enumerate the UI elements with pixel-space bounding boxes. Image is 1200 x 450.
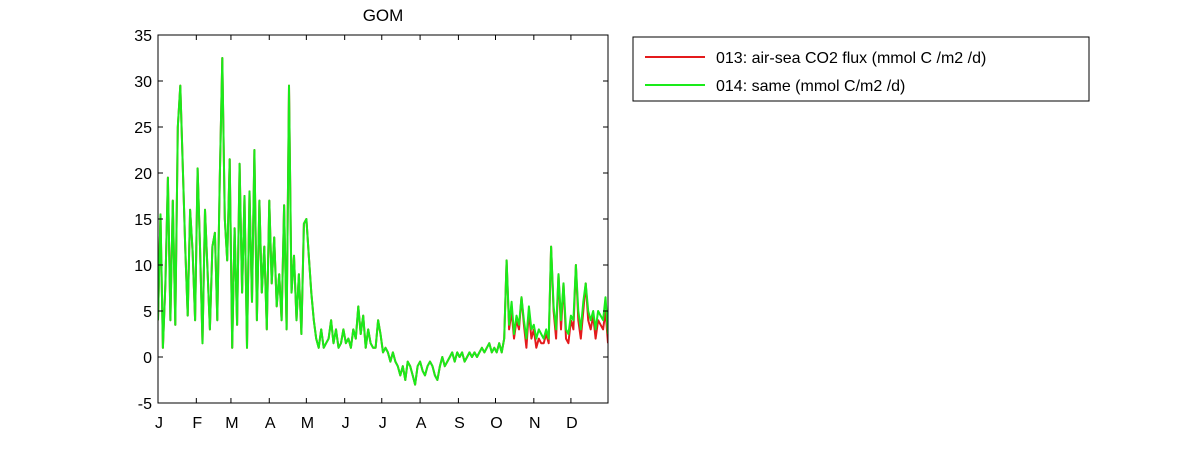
x-tick-label: O xyxy=(490,415,502,432)
y-tick-label: 30 xyxy=(134,74,152,91)
plot-area: -5 0 5 10 15 20 25 30 35 J F M A M J J A S O N D xyxy=(134,28,609,432)
y-tick-label: 0 xyxy=(143,350,152,367)
y-tick-label: 25 xyxy=(134,120,152,137)
x-tick-label: J xyxy=(379,415,387,432)
x-tick-label: N xyxy=(529,415,541,432)
y-tick-label: 20 xyxy=(134,166,152,183)
x-tick-label: A xyxy=(265,415,276,432)
x-tick-label: J xyxy=(155,415,163,432)
x-tick-label: M xyxy=(301,415,314,432)
x-tick-label: S xyxy=(454,415,465,432)
y-tick-label: -5 xyxy=(138,396,152,413)
legend-label-2: 014: same (mmol C/m2 /d) xyxy=(716,78,905,95)
legend: 013: air-sea CO2 flux (mmol C /m2 /d) 014… xyxy=(632,36,1090,102)
y-tick-label: 5 xyxy=(143,304,152,321)
x-tick-label: F xyxy=(192,415,202,432)
x-tick-label: J xyxy=(342,415,350,432)
y-tick-label: 35 xyxy=(134,28,152,45)
x-tick-label: D xyxy=(566,415,578,432)
x-tick-label: M xyxy=(225,415,238,432)
series-line-2 xyxy=(158,57,608,386)
y-tick-label: 10 xyxy=(134,258,152,275)
y-tick-label: 15 xyxy=(134,212,152,229)
x-tick-label: A xyxy=(416,415,427,432)
chart-title: GOM xyxy=(363,6,404,25)
legend-box xyxy=(632,36,1090,102)
legend-label-1: 013: air-sea CO2 flux (mmol C /m2 /d) xyxy=(716,50,986,67)
